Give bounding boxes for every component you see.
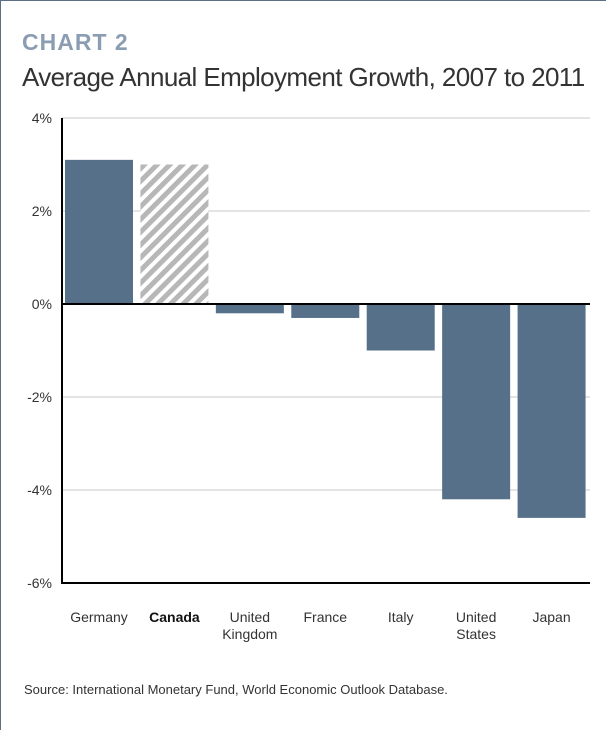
frame-top-border xyxy=(0,0,606,1)
x-tick-labels: Germany Canada United Kingdom France Italy Uni… xyxy=(70,609,570,642)
x-tick-label: United States xyxy=(456,609,496,642)
x-tick-label: Japan xyxy=(532,609,570,625)
x-tick-label: United Kingdom xyxy=(222,609,277,642)
y-tick-label: 2% xyxy=(32,203,52,219)
chart-number-label: CHART 2 xyxy=(22,29,129,55)
bar-japan xyxy=(517,304,586,518)
bar-united-states xyxy=(442,304,511,500)
axes xyxy=(61,118,590,584)
y-tick-label: -4% xyxy=(27,482,52,498)
bar-france xyxy=(291,304,360,318)
y-tick-label: 0% xyxy=(32,296,52,312)
bars xyxy=(65,159,586,518)
x-tick-label: Germany xyxy=(70,609,128,625)
x-tick-label: Canada xyxy=(149,609,200,625)
y-tick-labels: 4% 2% 0% -2% -4% -6% xyxy=(27,110,52,591)
x-tick-label: Italy xyxy=(388,609,414,625)
y-tick-label: 4% xyxy=(32,110,52,126)
bar-canada xyxy=(140,164,209,304)
y-tick-label: -2% xyxy=(27,389,52,405)
x-tick-label: France xyxy=(303,609,347,625)
chart-title: Average Annual Employment Growth, 2007 t… xyxy=(22,62,585,92)
bar-united-kingdom xyxy=(215,304,284,314)
source-note: Source: International Monetary Fund, Wor… xyxy=(24,682,448,697)
bar-italy xyxy=(366,304,435,351)
y-tick-label: -6% xyxy=(27,575,52,591)
frame-left-border xyxy=(0,0,1,730)
bar-germany xyxy=(65,159,133,304)
